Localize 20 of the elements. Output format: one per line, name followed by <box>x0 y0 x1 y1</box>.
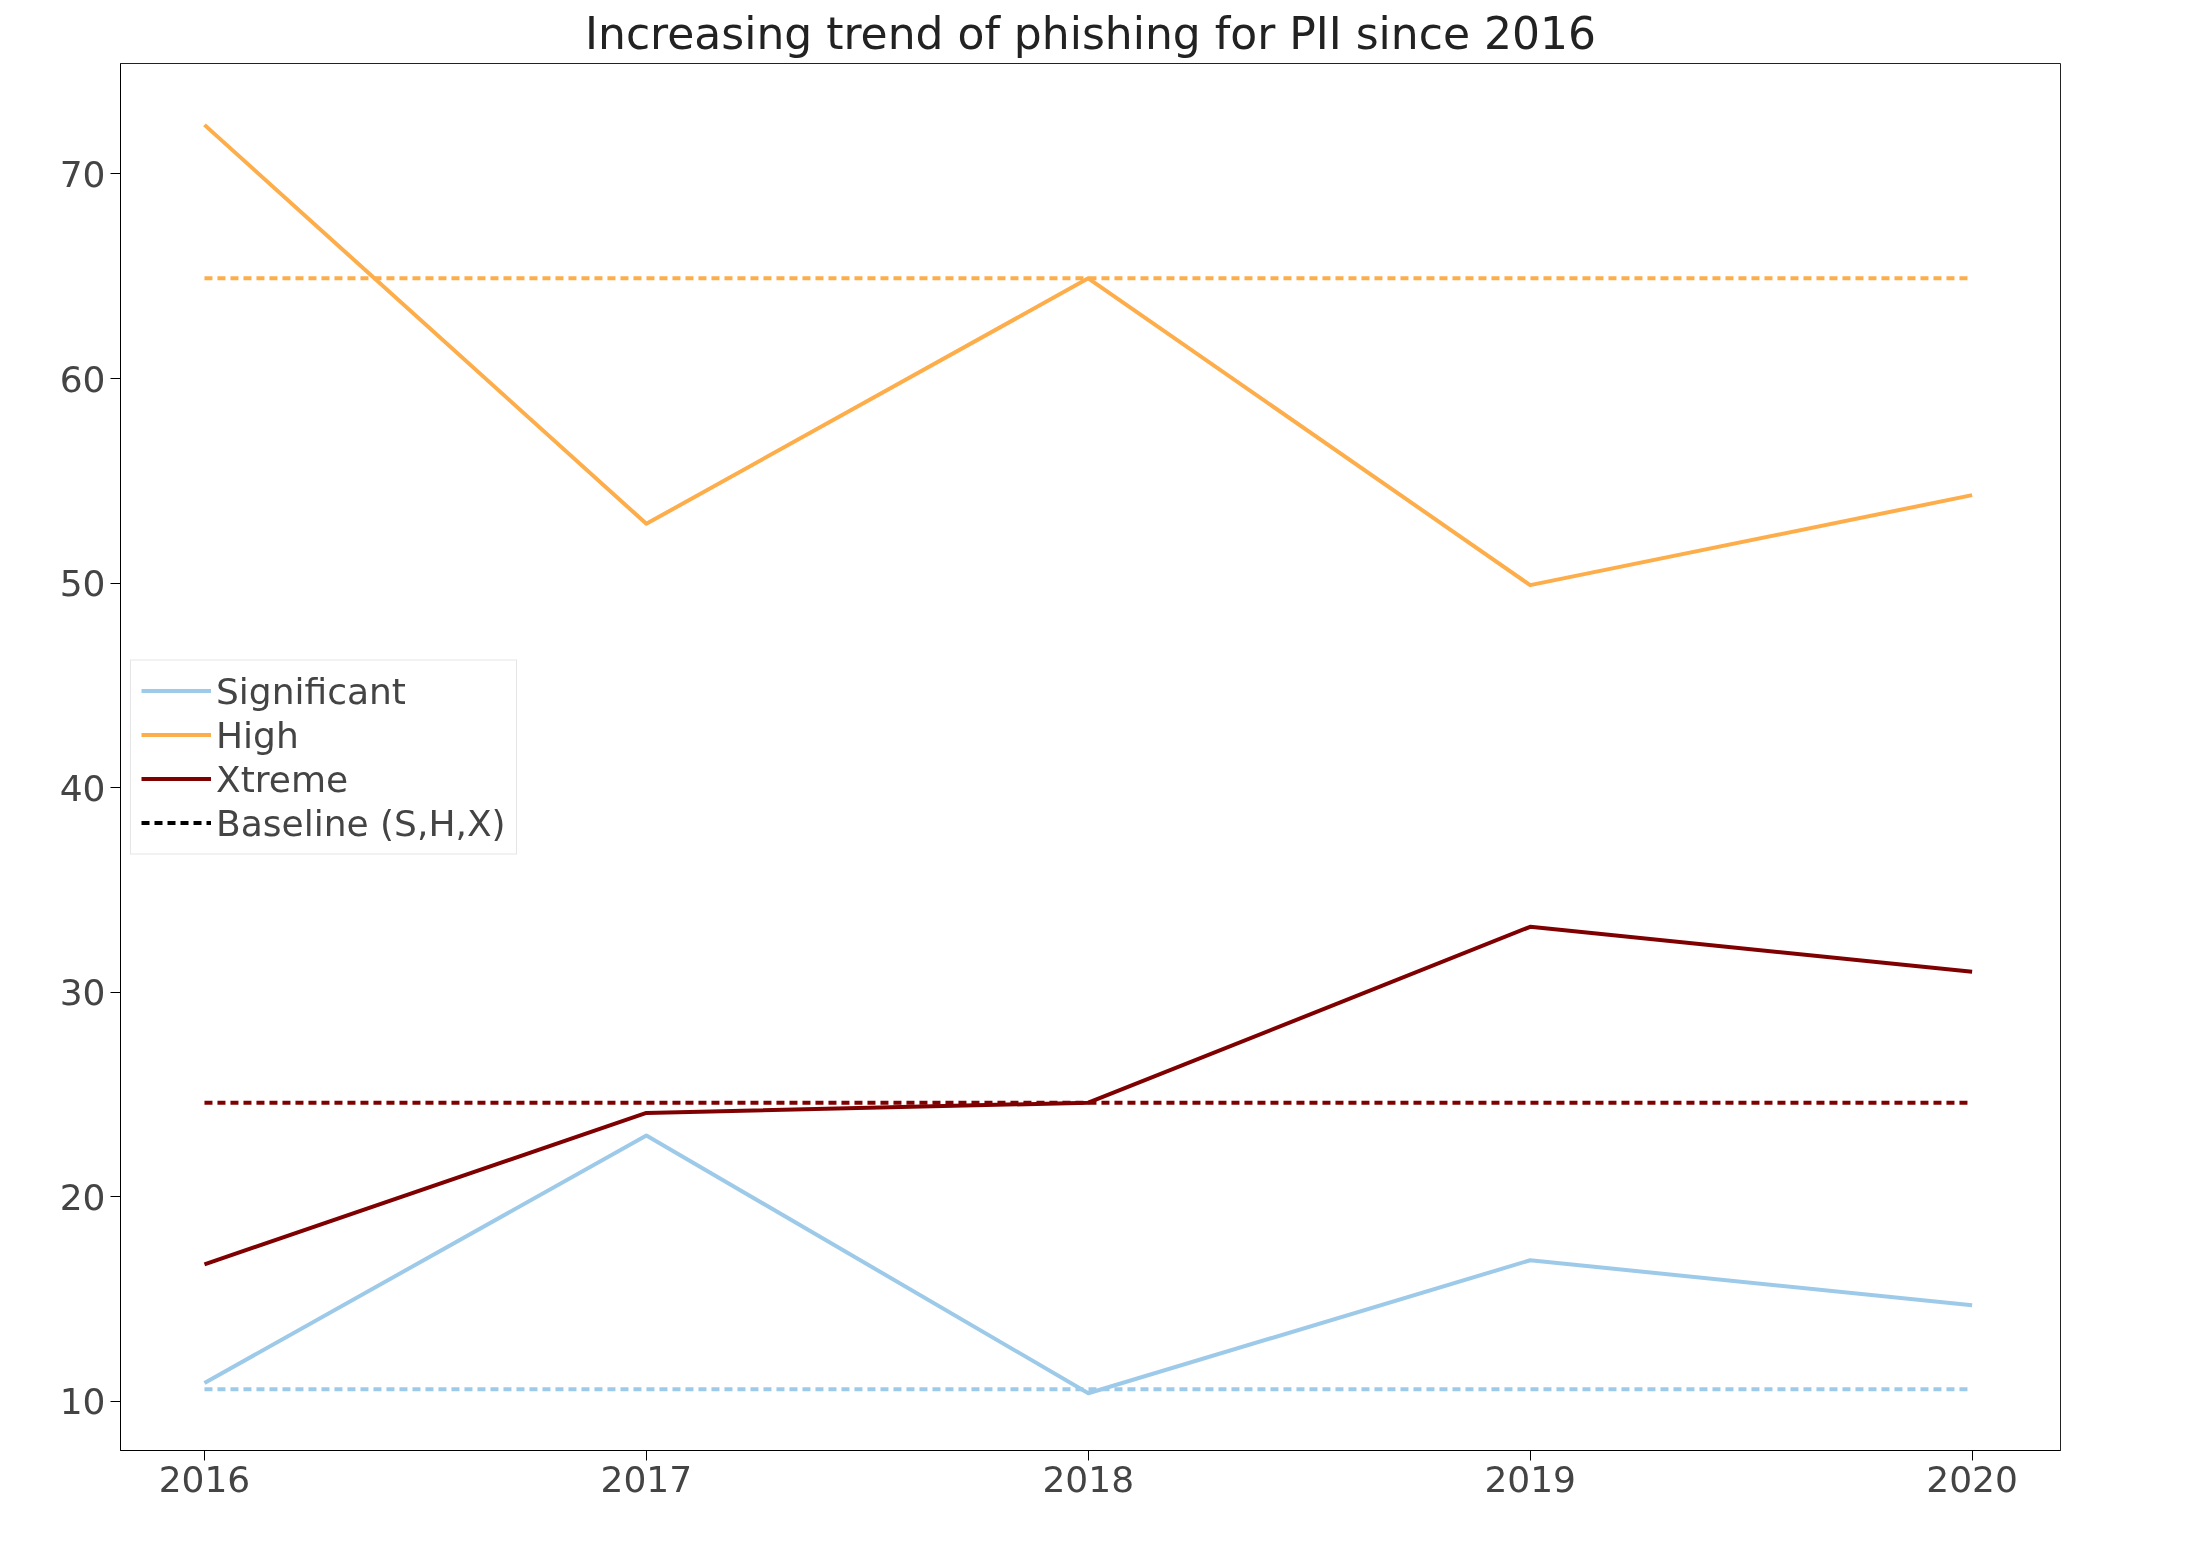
line-series <box>202 122 1975 588</box>
y-tick-label: 70 <box>59 153 106 195</box>
y-tick-label: 50 <box>59 563 106 605</box>
x-tick-label: 2019 <box>1484 1458 1577 1500</box>
legend-label: Xtreme <box>216 758 349 799</box>
y-tick-label: 20 <box>59 1176 106 1218</box>
x-tick-label: 2018 <box>1042 1458 1135 1500</box>
legend-label: Significant <box>216 670 406 711</box>
x-tick-label: 2017 <box>600 1458 693 1500</box>
chart-title: Increasing trend of phishing for PII since 2016 <box>585 7 1596 59</box>
line-series <box>202 1133 1975 1396</box>
y-tick-label: 60 <box>59 358 106 400</box>
line-series <box>202 924 1975 1267</box>
legend-label: Baseline (S,H,X) <box>216 802 506 843</box>
x-tick-label: 2020 <box>1926 1458 2018 1500</box>
y-tick-label: 10 <box>59 1381 106 1423</box>
x-tick-label: 2016 <box>158 1458 251 1500</box>
y-tick-label: 30 <box>59 972 106 1014</box>
y-tick-label: 40 <box>59 767 106 809</box>
legend-label: High <box>216 714 299 755</box>
